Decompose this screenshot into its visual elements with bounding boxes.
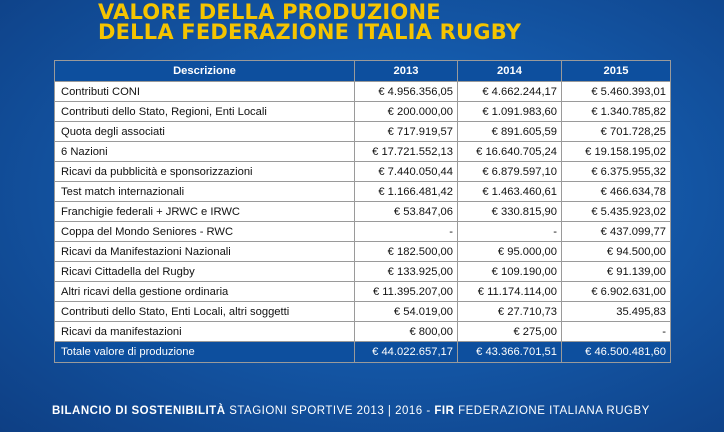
cell-2015: € 466.634,78 [561,181,671,202]
cell-2015: € 6.375.955,32 [561,161,671,182]
cell-2013: € 800,00 [354,321,458,342]
cell-description: Coppa del Mondo Seniores - RWC [54,221,355,242]
cell-2015: € 701.728,25 [561,121,671,142]
table-row: Ricavi Cittadella del Rugby € 133.925,00 €… [54,261,671,282]
footer-fir: FIR [434,405,455,417]
table-row: Ricavi da manifestazioni € 800,00 € 275,00… [54,321,671,342]
cell-description: Contributi dello Stato, Enti Locali, alt… [54,301,355,322]
cell-description: Contributi dello Stato, Regioni, Enti Lo… [54,101,355,122]
cell-2013: € 1.166.481,42 [354,181,458,202]
cell-2015: € 94.500,00 [561,241,671,262]
table-row: Contributi CONI € 4.956.356,05 € 4.662.244… [54,81,671,102]
cell-2014: € 330.815,90 [457,201,562,222]
total-2015: € 46.500.481,60 [561,341,671,363]
cell-2014: - [457,221,562,242]
page-title: VALORE DELLA PRODUZIONE DELLA FEDERAZION… [98,0,522,44]
cell-description: Altri ricavi della gestione ordinaria [54,281,355,302]
cell-2014: € 891.605,59 [457,121,562,142]
table-row: Test match internazionali € 1.166.481,42 €… [54,181,671,202]
title-line-2: DELLA FEDERAZIONE ITALIA RUGBY [98,20,522,44]
cell-2014: € 95.000,00 [457,241,562,262]
total-2014: € 43.366.701,51 [457,341,562,363]
table-row: Coppa del Mondo Seniores - RWC - - € 437.09… [54,221,671,242]
table-row: 6 Nazioni € 17.721.552,13 € 16.640.705,24 €… [54,141,671,162]
cell-2014: € 1.091.983,60 [457,101,562,122]
cell-description: Ricavi da Manifestazioni Nazionali [54,241,355,262]
total-label: Totale valore di produzione [54,341,355,363]
cell-description: Franchigie federali + JRWC e IRWC [54,201,355,222]
table-row: Altri ricavi della gestione ordinaria € 1… [54,281,671,302]
cell-2013: € 17.721.552,13 [354,141,458,162]
cell-2013: € 133.925,00 [354,261,458,282]
table-row: Contributi dello Stato, Enti Locali, alt… [54,301,671,322]
table-row: Franchigie federali + JRWC e IRWC € 53.84… [54,201,671,222]
cell-2015: € 6.902.631,00 [561,281,671,302]
cell-description: Contributi CONI [54,81,355,102]
footer-caption: BILANCIO DI SOSTENIBILITÀ STAGIONI SPORT… [52,405,650,417]
table-row: Ricavi da Manifestazioni Nazionali € 182.… [54,241,671,262]
cell-2013: € 53.847,06 [354,201,458,222]
cell-2015: € 19.158.195,02 [561,141,671,162]
table-header-row: Descrizione 2013 2014 2015 [54,60,671,82]
cell-2015: - [561,321,671,342]
table-row: Quota degli associati € 717.919,57 € 891.6… [54,121,671,142]
cell-2014: € 16.640.705,24 [457,141,562,162]
cell-2013: € 182.500,00 [354,241,458,262]
title-line-1: VALORE DELLA PRODUZIONE [98,0,441,24]
table-row: Ricavi da pubblicità e sponsorizzazioni €… [54,161,671,182]
cell-2015: € 437.099,77 [561,221,671,242]
footer-federation: FEDERAZIONE ITALIANA RUGBY [454,405,650,417]
cell-description: Quota degli associati [54,121,355,142]
cell-2014: € 109.190,00 [457,261,562,282]
cell-description: Ricavi Cittadella del Rugby [54,261,355,282]
cell-2015: € 1.340.785,82 [561,101,671,122]
table-row: Contributi dello Stato, Regioni, Enti Lo… [54,101,671,122]
footer-report-name: BILANCIO DI SOSTENIBILITÀ [52,405,226,417]
cell-2015: € 5.460.393,01 [561,81,671,102]
production-value-table: Descrizione 2013 2014 2015 Contributi CO… [54,60,671,363]
cell-description: Test match internazionali [54,181,355,202]
cell-2015: € 91.139,00 [561,261,671,282]
cell-2014: € 4.662.244,17 [457,81,562,102]
column-header-description: Descrizione [54,60,355,82]
cell-2013: € 11.395.207,00 [354,281,458,302]
cell-2014: € 27.710,73 [457,301,562,322]
cell-description: 6 Nazioni [54,141,355,162]
cell-2013: € 7.440.050,44 [354,161,458,182]
cell-2013: € 717.919,57 [354,121,458,142]
cell-2014: € 275,00 [457,321,562,342]
cell-2013: - [354,221,458,242]
column-header-2015: 2015 [561,60,671,82]
cell-2015: 35.495,83 [561,301,671,322]
column-header-2014: 2014 [457,60,562,82]
column-header-2013: 2013 [354,60,458,82]
total-row: Totale valore di produzione € 44.022.657… [54,341,671,363]
cell-2015: € 5.435.923,02 [561,201,671,222]
footer-seasons: STAGIONI SPORTIVE 2013 | 2016 - [225,405,435,417]
cell-2014: € 11.174.114,00 [457,281,562,302]
cell-2013: € 200.000,00 [354,101,458,122]
cell-2013: € 54.019,00 [354,301,458,322]
cell-description: Ricavi da pubblicità e sponsorizzazioni [54,161,355,182]
cell-2013: € 4.956.356,05 [354,81,458,102]
cell-description: Ricavi da manifestazioni [54,321,355,342]
cell-2014: € 6.879.597,10 [457,161,562,182]
cell-2014: € 1.463.460,61 [457,181,562,202]
total-2013: € 44.022.657,17 [354,341,458,363]
